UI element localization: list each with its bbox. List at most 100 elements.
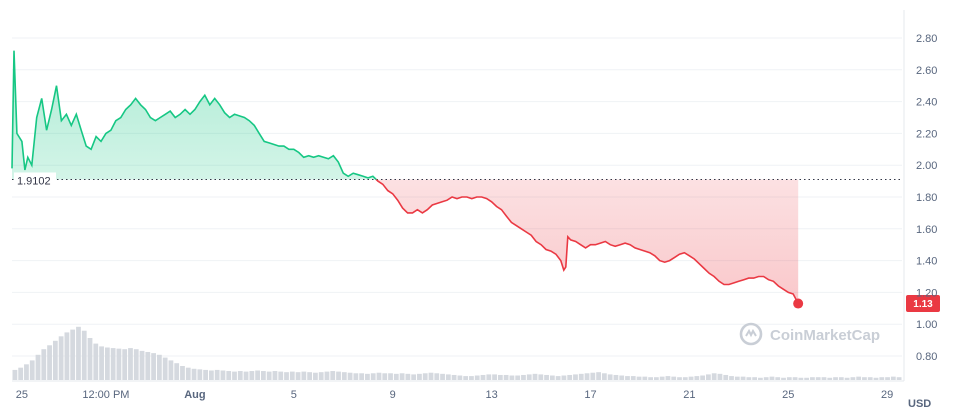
volume-bar bbox=[862, 377, 867, 380]
volume-bar bbox=[711, 373, 717, 380]
volume-bar bbox=[717, 373, 723, 380]
volume-bar bbox=[775, 377, 781, 380]
volume-bar bbox=[243, 371, 249, 380]
last-price-label: 1.13 bbox=[913, 299, 933, 310]
volume-bar bbox=[463, 376, 469, 380]
x-axis: 25 12:00 PM Aug 5 9 13 17 21 25 29 bbox=[16, 389, 894, 401]
volume-bar bbox=[232, 371, 237, 380]
volume-bar bbox=[497, 374, 503, 380]
volume-bar bbox=[261, 371, 266, 380]
volume-bar bbox=[405, 373, 411, 380]
volume-bar bbox=[890, 376, 896, 380]
volume-bar bbox=[532, 373, 538, 380]
x-tick-label: Aug bbox=[184, 389, 205, 401]
volume-bar bbox=[844, 377, 850, 380]
volume-bar bbox=[700, 375, 706, 380]
volume-bar bbox=[850, 377, 856, 380]
volume-bar bbox=[168, 360, 174, 380]
volume-bar bbox=[318, 372, 324, 380]
volume-bar bbox=[769, 376, 775, 380]
volume-bar bbox=[729, 376, 734, 380]
volume-bar bbox=[677, 377, 682, 380]
volume-bar bbox=[393, 373, 399, 380]
x-tick-label: 29 bbox=[881, 389, 893, 401]
x-tick-label: 13 bbox=[485, 389, 497, 401]
volume-bar bbox=[376, 372, 382, 380]
volume-bar bbox=[746, 377, 752, 380]
volume-bar bbox=[509, 375, 515, 380]
volume-bar bbox=[324, 371, 330, 380]
volume-bar bbox=[41, 349, 47, 380]
volume-bar bbox=[52, 340, 58, 380]
volume-bar bbox=[255, 370, 261, 380]
y-tick-label: 1.00 bbox=[916, 319, 937, 331]
volume-bar bbox=[191, 368, 197, 380]
volume-bar bbox=[867, 377, 873, 380]
volume-bar bbox=[388, 373, 393, 380]
volume-bar bbox=[665, 376, 671, 380]
volume-bar bbox=[706, 374, 711, 380]
volume-bar bbox=[838, 377, 844, 380]
volume-bar bbox=[180, 366, 185, 380]
volume-bar bbox=[399, 373, 405, 380]
volume-bar bbox=[648, 377, 653, 380]
volume-bar bbox=[313, 372, 318, 380]
volume-bar bbox=[249, 371, 255, 380]
last-price-dot bbox=[793, 298, 804, 309]
volume-bar bbox=[116, 348, 122, 380]
volume-bar bbox=[370, 373, 376, 380]
volume-bar bbox=[336, 371, 341, 380]
volume-bar bbox=[578, 373, 584, 380]
volume-bar bbox=[781, 377, 786, 380]
volume-bar bbox=[58, 336, 64, 380]
volume-bar bbox=[440, 373, 445, 380]
volume-bar bbox=[133, 349, 139, 380]
price-line-down bbox=[375, 179, 799, 304]
volume-bar bbox=[151, 353, 156, 380]
area-below-reference bbox=[12, 179, 799, 304]
y-tick-label: 1.20 bbox=[916, 287, 937, 299]
volume-bar bbox=[156, 354, 162, 380]
volume-bar bbox=[295, 372, 301, 380]
volume-bar bbox=[47, 345, 52, 380]
y-tick-label: 1.60 bbox=[916, 224, 937, 236]
volume-bar bbox=[815, 377, 821, 380]
volume-bar bbox=[873, 377, 879, 380]
volume-bar bbox=[266, 371, 272, 380]
x-tick-label: 25 bbox=[782, 389, 794, 401]
volume-bar bbox=[284, 372, 289, 380]
watermark-text: CoinMarketCap bbox=[770, 327, 880, 344]
volume-bar bbox=[763, 377, 769, 380]
volume-bar bbox=[561, 375, 567, 380]
volume-bar bbox=[538, 374, 544, 380]
volume-bar bbox=[174, 363, 180, 380]
y-tick-label: 2.20 bbox=[916, 128, 937, 140]
area-above-reference bbox=[12, 50, 377, 180]
volume-bar bbox=[99, 346, 104, 380]
volume-bar bbox=[653, 377, 659, 380]
volume-bar bbox=[544, 374, 549, 380]
volume-bar bbox=[752, 377, 758, 380]
x-tick-label: 9 bbox=[390, 389, 396, 401]
last-price-badge: 1.13 bbox=[906, 295, 940, 313]
volume-bar bbox=[353, 373, 359, 380]
volume-bar bbox=[70, 329, 76, 380]
volume-bar bbox=[671, 376, 677, 380]
volume-bar bbox=[573, 374, 578, 380]
volume-bar bbox=[758, 377, 763, 380]
volume-bar bbox=[821, 377, 827, 380]
y-tick-label: 2.80 bbox=[916, 33, 937, 45]
volume-bar bbox=[619, 375, 625, 380]
volume-bar bbox=[503, 374, 509, 380]
volume-bar bbox=[584, 373, 590, 380]
volume-bar bbox=[301, 371, 307, 380]
volume-bar bbox=[93, 343, 99, 380]
volume-bar bbox=[434, 373, 440, 380]
volume-bar bbox=[289, 371, 295, 380]
volume-bar bbox=[365, 373, 370, 380]
y-tick-label: 2.00 bbox=[916, 160, 937, 172]
y-tick-label: 2.60 bbox=[916, 65, 937, 77]
volume-bar bbox=[682, 377, 688, 380]
volume-bars bbox=[12, 326, 902, 380]
x-tick-label: 21 bbox=[683, 389, 695, 401]
